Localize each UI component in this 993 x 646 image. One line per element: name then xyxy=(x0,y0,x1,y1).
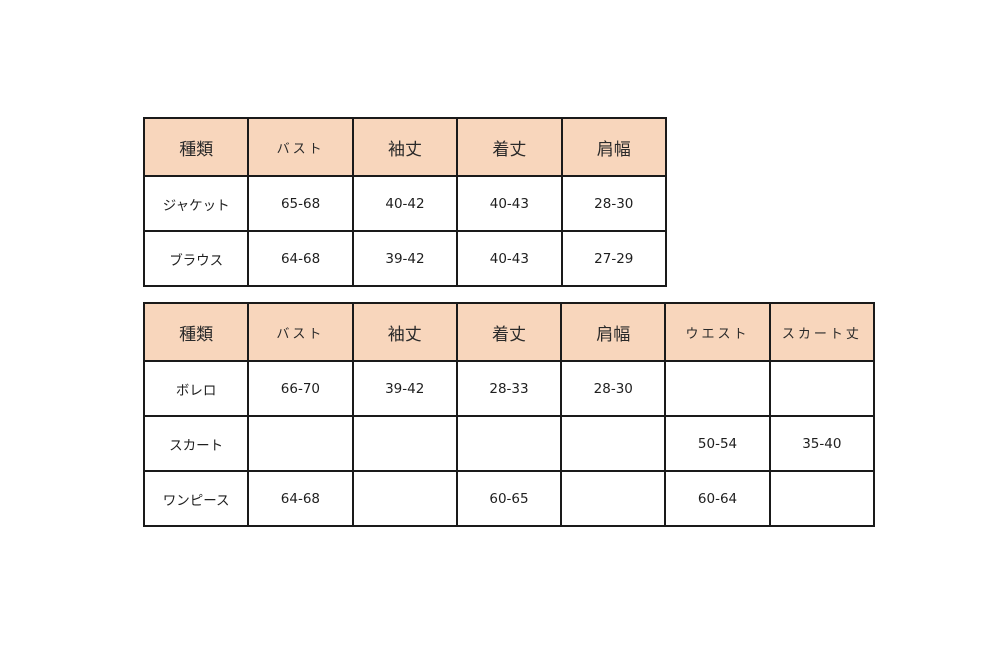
table-cell: 64-68 xyxy=(247,230,354,287)
table-cell: 65-68 xyxy=(247,175,354,232)
column-header: バスト xyxy=(247,117,354,177)
column-header: 着丈 xyxy=(455,302,563,362)
table-cell xyxy=(351,470,458,527)
table-cell xyxy=(664,360,771,417)
row-label: ブラウス xyxy=(142,230,250,287)
table-row: ボレロ 66-70 39-42 28-33 28-30 xyxy=(142,360,876,417)
table-row: ワンピース 64-68 60-65 60-64 xyxy=(142,470,876,527)
table-cell: 60-64 xyxy=(664,470,771,527)
table-cell: 35-40 xyxy=(768,415,876,472)
table-cell xyxy=(247,415,354,472)
table-cell: 66-70 xyxy=(247,360,354,417)
column-header: 袖丈 xyxy=(351,302,458,362)
row-label: ボレロ xyxy=(142,360,250,417)
table-cell xyxy=(351,415,458,472)
table-cell: 50-54 xyxy=(664,415,771,472)
header-row: 種類 バスト 袖丈 着丈 肩幅 ウエスト スカート丈 xyxy=(142,302,876,362)
table-cell: 60-65 xyxy=(455,470,563,527)
table-row: ブラウス 64-68 39-42 40-43 27-29 xyxy=(142,230,668,287)
column-header: 着丈 xyxy=(456,117,563,177)
table-cell: 40-43 xyxy=(456,175,563,232)
column-header: 種類 xyxy=(142,302,250,362)
column-header: 肩幅 xyxy=(560,302,667,362)
table-cell xyxy=(455,415,563,472)
row-label: ジャケット xyxy=(142,175,250,232)
table-cell xyxy=(768,470,876,527)
column-header: スカート丈 xyxy=(768,302,876,362)
column-header: 肩幅 xyxy=(560,117,668,177)
table-cell: 28-30 xyxy=(560,360,667,417)
column-header: 種類 xyxy=(142,117,250,177)
table-cell: 27-29 xyxy=(560,230,668,287)
table-cell: 39-42 xyxy=(351,360,458,417)
table-cell: 64-68 xyxy=(247,470,354,527)
table-cell: 40-42 xyxy=(351,175,459,232)
row-label: スカート xyxy=(142,415,250,472)
column-header: バスト xyxy=(247,302,354,362)
table-cell xyxy=(560,415,667,472)
table-cell xyxy=(768,360,876,417)
table-cell: 40-43 xyxy=(456,230,563,287)
table-cell: 28-30 xyxy=(560,175,668,232)
column-header: 袖丈 xyxy=(351,117,459,177)
table-row: スカート 50-54 35-40 xyxy=(142,415,876,472)
table-cell: 39-42 xyxy=(351,230,459,287)
table-cell xyxy=(560,470,667,527)
size-table-tops: 種類 バスト 袖丈 着丈 肩幅 ジャケット 65-68 40-42 40-43 28-30 ブラウス… xyxy=(142,117,668,287)
header-row: 種類 バスト 袖丈 着丈 肩幅 xyxy=(142,117,668,177)
size-table-bottoms: 種類 バスト 袖丈 着丈 肩幅 ウエスト スカート丈 ボレロ 66-70 39-42 28-33 28… xyxy=(142,302,876,527)
column-header: ウエスト xyxy=(664,302,771,362)
table-cell: 28-33 xyxy=(455,360,563,417)
row-label: ワンピース xyxy=(142,470,250,527)
table-row: ジャケット 65-68 40-42 40-43 28-30 xyxy=(142,175,668,232)
